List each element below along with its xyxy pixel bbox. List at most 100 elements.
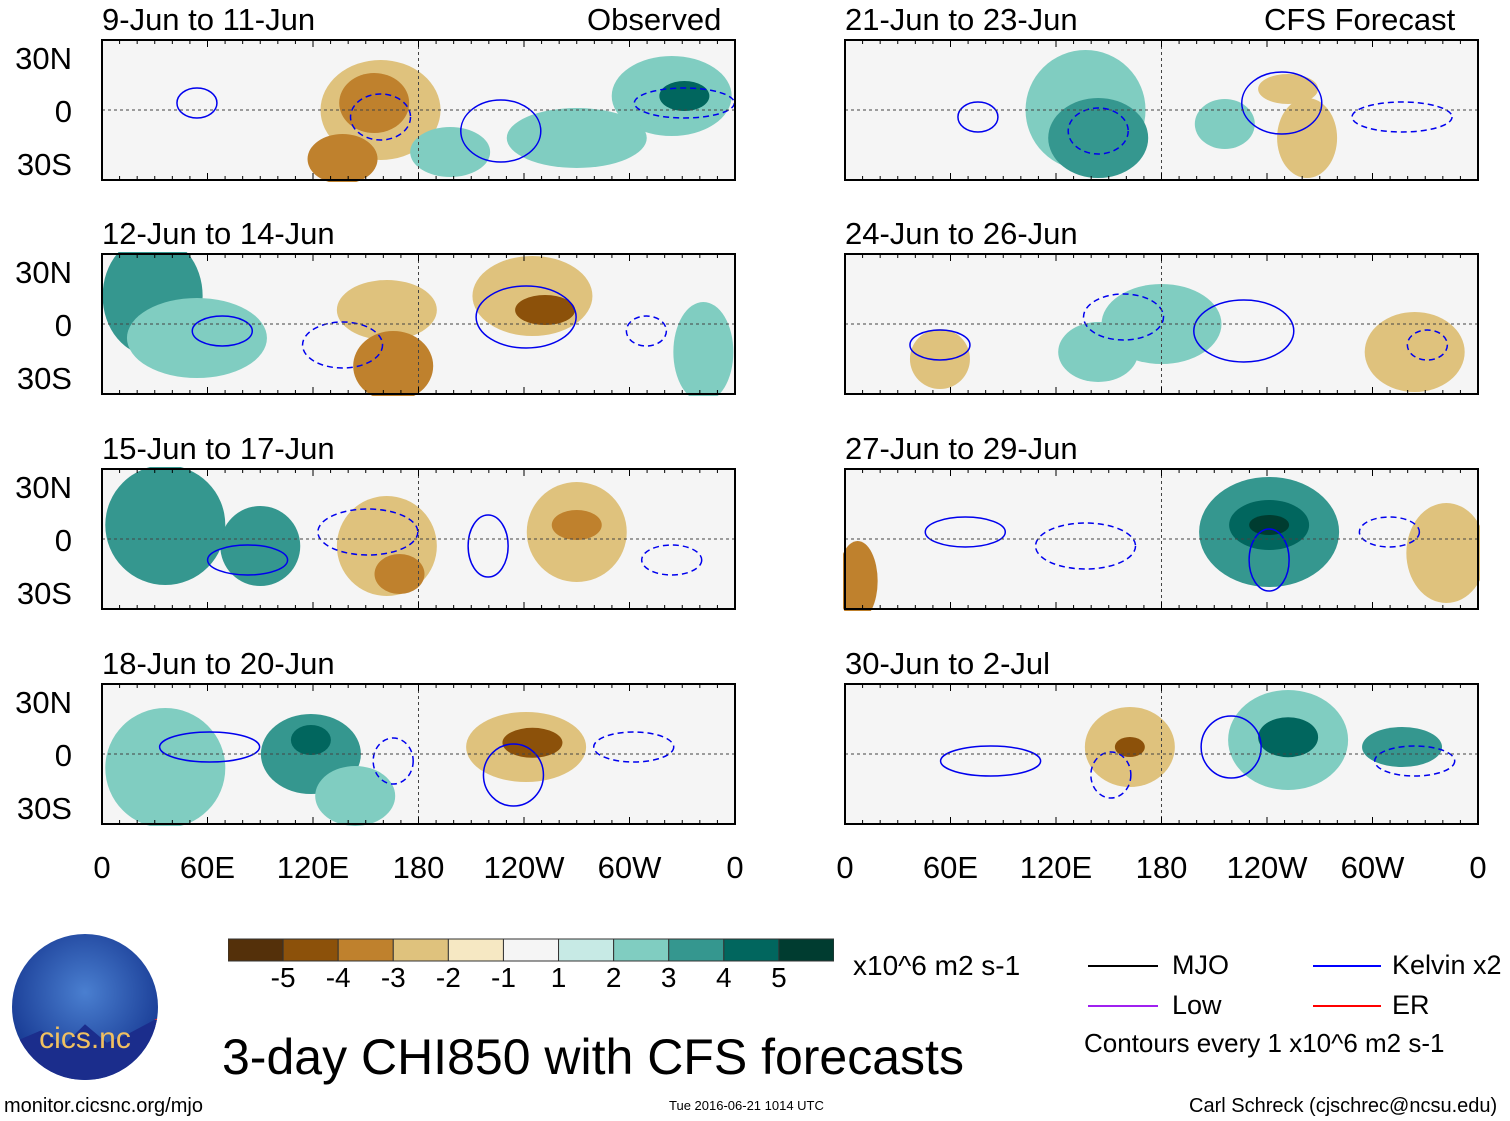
map-panel [101,39,736,182]
anomaly-region [1258,74,1319,104]
anomaly-region [843,541,878,611]
colorbar-swatch [447,938,504,962]
anomaly-region [502,727,563,758]
footer-timestamp: Tue 2016-06-21 1014 UTC [669,1098,824,1113]
lat-tick-label: 0 [54,308,72,343]
anomaly-region [126,298,267,378]
legend-mjo: MJO [1172,950,1229,980]
colorbar-tick-label: -5 [270,962,296,993]
anomaly-region [307,134,378,182]
cfs-forecast-label: CFS Forecast [1264,2,1456,37]
panel-title: 27-Jun to 29-Jun [845,431,1078,466]
colorbar-swatch [337,938,394,962]
panel-title: 24-Jun to 26-Jun [845,216,1078,251]
colorbar-tick-label: 5 [771,962,787,993]
kelvin-contour [176,87,218,119]
lat-tick-label: 30S [16,791,72,826]
anomaly-region [1364,312,1465,392]
footer-author[interactable]: Carl Schreck (cjschrec@ncsu.edu) [1189,1095,1498,1117]
kelvin-contour [1082,293,1165,341]
legend-er: ER [1392,990,1430,1020]
lon-tick-label: 0 [836,850,854,885]
kelvin-contour [924,516,1007,548]
anomaly-region [909,329,970,389]
kelvin-contour [349,93,412,141]
kelvin-contour [1034,522,1137,570]
legend-kelvin: Kelvin x2 [1392,950,1502,980]
lon-tick-label: 60E [179,850,236,885]
map-panel [101,467,736,610]
kelvin-contour [1090,751,1132,799]
kelvin-contour [1373,745,1456,777]
kelvin-contour [301,321,384,369]
lat-tick-label: 0 [54,94,72,129]
anomaly-region [515,295,576,325]
lat-tick-label: 30N [15,255,72,290]
colorbar-tick-label: -1 [491,962,516,993]
lat-tick-label: 30S [16,147,72,182]
colorbar-swatch [778,938,834,962]
colorbar-swatch [558,938,615,962]
logo-text: cics.nc [39,1022,131,1055]
lon-tick-label: 60E [922,850,979,885]
legend-low-line [1088,1005,1158,1007]
kelvin-contour [475,285,577,349]
lat-tick-label: 30N [15,685,72,720]
kelvin-contour [191,315,254,347]
anomaly-region [1194,99,1255,149]
observed-label: Observed [587,2,722,37]
kelvin-contour [939,745,1042,777]
colorbar-swatch [228,938,284,962]
anomaly-region [374,554,425,594]
panel-title: 9-Jun to 11-Jun [102,2,316,37]
anomaly-region [105,708,226,826]
anomaly-region [1058,322,1139,382]
panel-title: 18-Jun to 20-Jun [102,646,335,681]
colorbar-swatch [668,938,725,962]
lon-tick-label: 180 [1135,850,1188,885]
kelvin-contour [460,99,542,163]
lat-tick-label: 0 [54,523,72,558]
colorbar [228,938,834,962]
panel-title: 12-Jun to 14-Jun [102,216,335,251]
kelvin-contour [1193,299,1295,363]
kelvin-contour [1248,528,1290,592]
anomaly-region [1249,515,1290,535]
anomaly-region [673,302,734,396]
lon-tick-label: 0 [1469,850,1487,885]
kelvin-contour [625,315,668,347]
figure-title: 3-day CHI850 with CFS forecasts [222,1029,964,1085]
colorbar-tick-label: -4 [325,962,351,993]
kelvin-contour [1406,329,1449,361]
anomaly-region [1406,503,1480,603]
kelvin-contour [1351,101,1453,133]
colorbar-tick-label: 1 [550,962,567,993]
kelvin-contour [317,508,419,556]
colorbar-swatch [613,938,670,962]
footer-url[interactable]: monitor.cicsnc.org/mjo [4,1095,203,1117]
anomaly-region [410,127,491,177]
lon-tick-label: 120E [1019,850,1093,885]
kelvin-contour [372,737,414,785]
kelvin-contour [1358,516,1421,548]
anomaly-region [551,510,602,540]
lon-tick-label: 120E [276,850,350,885]
panel-title: 30-Jun to 2-Jul [845,646,1051,681]
anomaly-region [506,108,647,168]
colorbar-swatch [502,938,560,962]
kelvin-contour [640,544,703,576]
lon-tick-label: 60W [1340,850,1405,885]
anomaly-region [1114,737,1145,757]
legend-er-line [1313,1005,1381,1007]
kelvin-contour [1241,71,1323,135]
colorbar-tick-label: -2 [435,962,461,993]
legend-kelvin-line [1313,965,1381,967]
lon-tick-label: 120W [1226,850,1308,885]
lon-tick-label: 60W [597,850,662,885]
colorbar-tick-label: 3 [660,962,677,993]
lat-tick-label: 30N [15,41,72,76]
contour-note: Contours every 1 x10^6 m2 s-1 [1084,1028,1445,1058]
colorbar-swatch [723,938,780,962]
lon-tick-label: 120W [483,850,565,885]
